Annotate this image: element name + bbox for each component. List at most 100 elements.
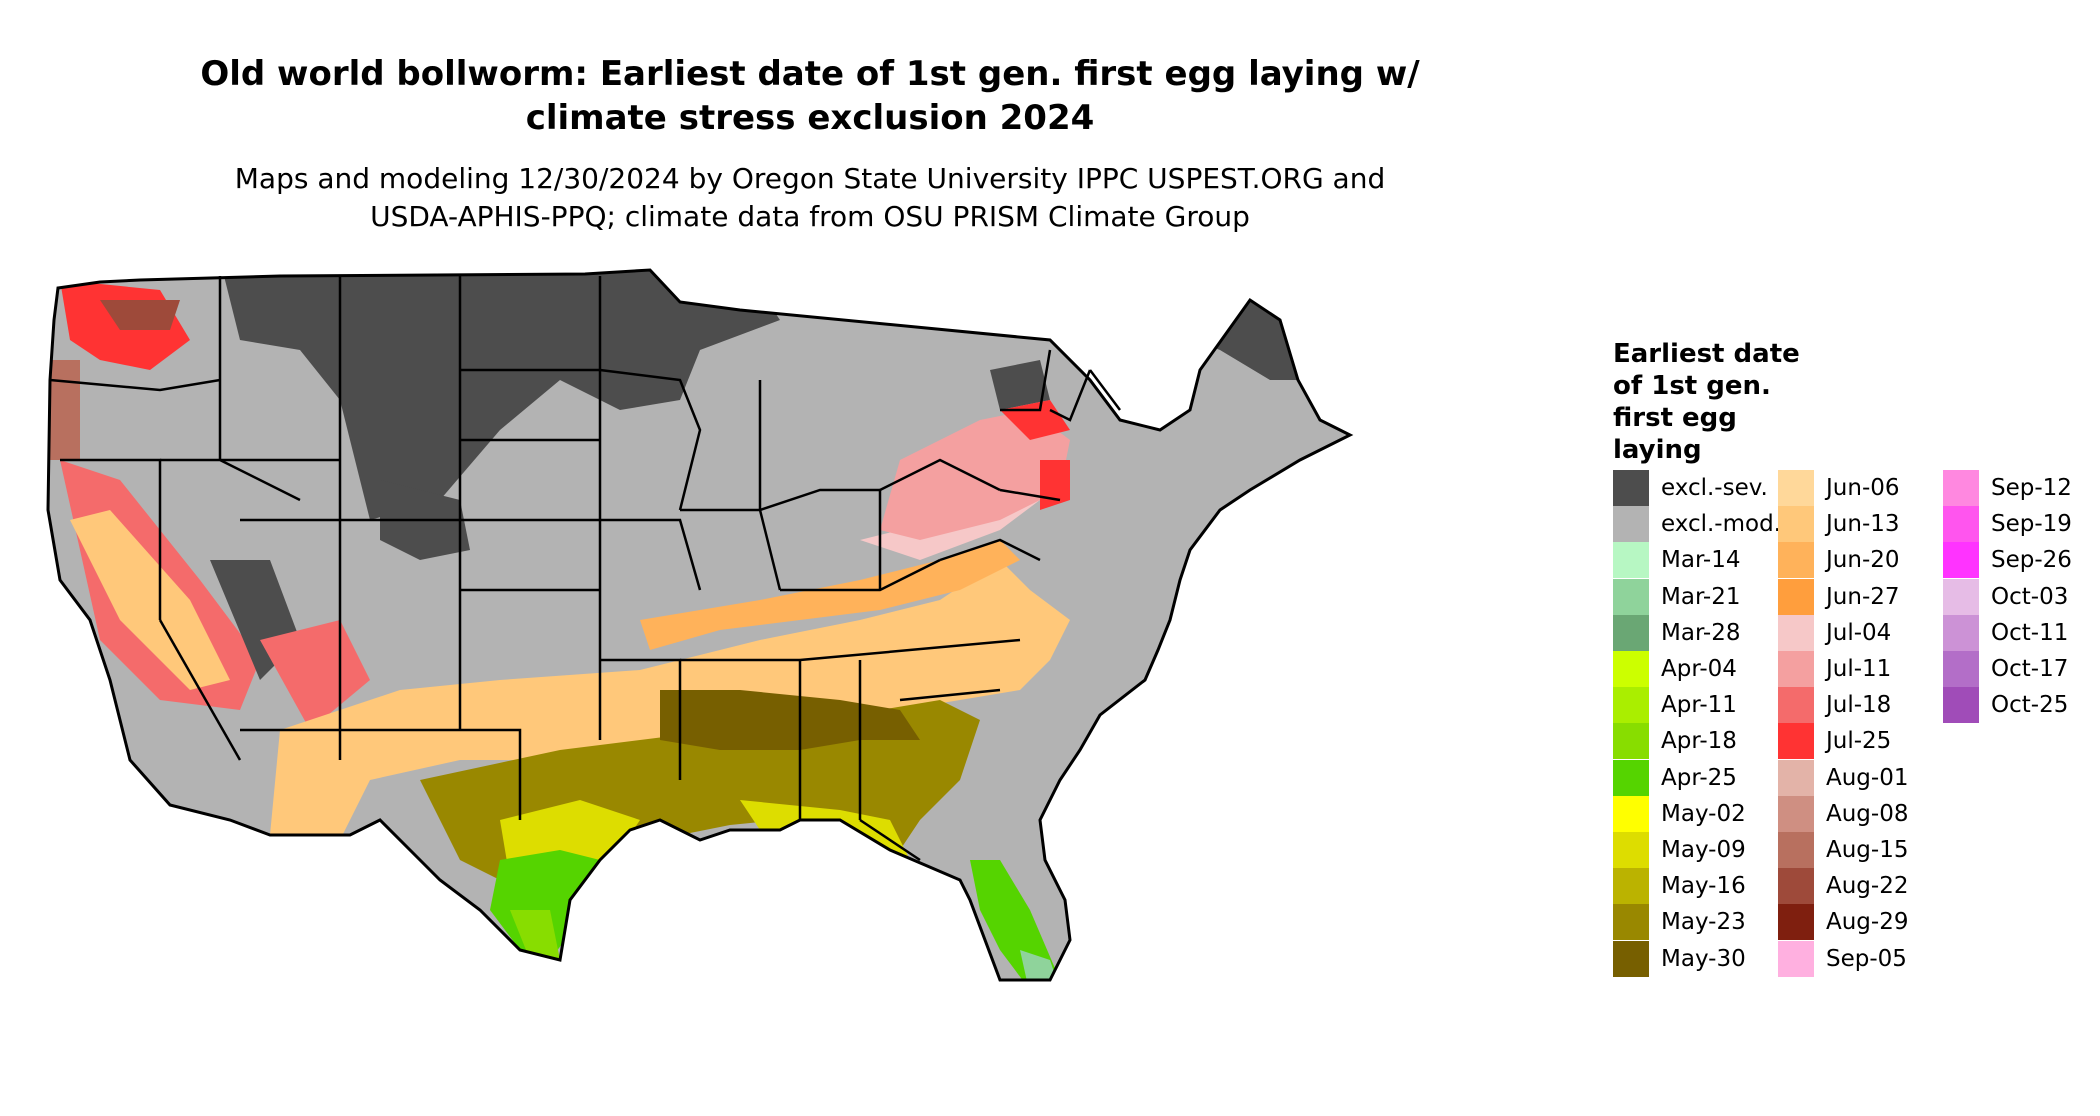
us-map xyxy=(46,268,1352,982)
legend-swatch xyxy=(1943,614,1979,651)
legend-item: Jul-25 xyxy=(1778,723,1891,760)
map-subtitle: Maps and modeling 12/30/2024 by Oregon S… xyxy=(60,160,1560,236)
legend-item: Apr-18 xyxy=(1613,723,1737,760)
legend-item: Apr-25 xyxy=(1613,759,1737,796)
legend-swatch xyxy=(1943,651,1979,687)
legend-label: Aug-01 xyxy=(1826,764,1909,791)
legend-item: Jun-27 xyxy=(1778,578,1900,615)
legend-item: Aug-08 xyxy=(1778,795,1908,832)
legend-swatch xyxy=(1613,940,1649,977)
legend-swatch xyxy=(1778,759,1814,796)
legend-swatch xyxy=(1613,687,1649,724)
legend-swatch xyxy=(1613,614,1649,651)
legend-swatch xyxy=(1613,578,1649,615)
legend-label: Sep-05 xyxy=(1826,945,1907,972)
legend-item: Jul-18 xyxy=(1778,687,1891,724)
legend-item: Oct-17 xyxy=(1943,651,2068,687)
legend-swatch xyxy=(1778,940,1814,977)
legend-swatch xyxy=(1943,542,1979,579)
legend-item: May-16 xyxy=(1613,868,1746,905)
legend-item: Oct-11 xyxy=(1943,614,2069,651)
legend-swatch xyxy=(1943,470,1979,506)
legend-swatch xyxy=(1613,868,1649,905)
map-title: Old world bollworm: Earliest date of 1st… xyxy=(60,52,1560,140)
legend-swatch xyxy=(1613,651,1649,687)
state-borders xyxy=(49,276,1121,862)
legend-item: Mar-14 xyxy=(1613,542,1741,579)
legend-label: May-09 xyxy=(1661,837,1746,863)
legend-title-line-4: laying xyxy=(1613,435,1702,465)
legend-item: Aug-15 xyxy=(1778,832,1908,868)
legend-swatch xyxy=(1613,759,1649,796)
legend-swatch xyxy=(1778,470,1814,506)
legend-label: Oct-03 xyxy=(1991,583,2069,610)
legend-label: Sep-12 xyxy=(1991,475,2072,501)
legend-swatch xyxy=(1778,506,1814,543)
legend-swatch xyxy=(1778,687,1814,724)
legend-label: Sep-19 xyxy=(1991,511,2072,538)
legend-swatch xyxy=(1778,723,1814,760)
legend-label: Mar-28 xyxy=(1661,619,1741,646)
legend-item: Oct-03 xyxy=(1943,578,2069,615)
legend-swatch xyxy=(1613,795,1649,832)
legend-item: Sep-05 xyxy=(1778,940,1907,977)
legend-label: Apr-25 xyxy=(1661,764,1737,791)
legend-item: Sep-19 xyxy=(1943,506,2072,543)
legend-swatch xyxy=(1943,506,1979,543)
legend-swatch xyxy=(1778,651,1814,687)
legend-label: Aug-15 xyxy=(1826,837,1909,863)
legend-label: Jun-20 xyxy=(1826,547,1900,574)
legend-label: Jun-13 xyxy=(1826,511,1900,538)
legend-item: Jun-20 xyxy=(1778,542,1900,579)
legend-label: Mar-14 xyxy=(1661,547,1741,574)
legend-title-line-2: of 1st gen. xyxy=(1613,371,1771,401)
legend-item: Jun-13 xyxy=(1778,506,1900,543)
legend-swatch xyxy=(1778,795,1814,832)
legend-item: Mar-21 xyxy=(1613,578,1741,615)
map-title-line-1: Old world bollworm: Earliest date of 1st… xyxy=(200,54,1420,94)
legend-swatch xyxy=(1613,506,1649,543)
legend-label: Aug-22 xyxy=(1826,873,1909,900)
legend-label: May-30 xyxy=(1661,945,1746,972)
legend-label: Jul-11 xyxy=(1826,656,1892,682)
legend-swatch xyxy=(1613,904,1649,941)
legend-swatch xyxy=(1778,832,1814,868)
legend-title-line-3: first egg xyxy=(1613,403,1737,433)
legend-swatch xyxy=(1778,542,1814,579)
legend-item: Jul-04 xyxy=(1778,614,1892,651)
legend-item: Aug-29 xyxy=(1778,904,1909,941)
legend-label: Apr-11 xyxy=(1661,692,1737,719)
legend-label: Oct-25 xyxy=(1991,692,2069,719)
legend-label: Mar-21 xyxy=(1661,583,1741,610)
legend-item: Aug-01 xyxy=(1778,759,1909,796)
legend-label: May-23 xyxy=(1661,909,1746,936)
legend-swatch xyxy=(1943,578,1979,615)
legend-swatch xyxy=(1778,578,1814,615)
legend: excl.-sev. excl.-mod. Mar-14 Mar-21 Mar-28 Ap… xyxy=(1613,470,2093,1030)
legend-swatch xyxy=(1778,614,1814,651)
legend-label: Oct-17 xyxy=(1991,656,2069,682)
legend-item: excl.-mod. xyxy=(1613,506,1781,543)
legend-label: Aug-29 xyxy=(1826,909,1909,936)
legend-item: Jul-11 xyxy=(1778,651,1891,687)
legend-swatch xyxy=(1943,687,1979,724)
legend-item: Apr-04 xyxy=(1613,651,1737,687)
legend-swatch xyxy=(1613,723,1649,760)
legend-label: Sep-26 xyxy=(1991,547,2072,574)
legend-label: excl.-mod. xyxy=(1661,511,1781,538)
legend-item: May-09 xyxy=(1613,832,1746,868)
legend-item: Sep-12 xyxy=(1943,470,2072,506)
legend-label: Jul-04 xyxy=(1826,619,1892,646)
map-title-line-2: climate stress exclusion 2024 xyxy=(525,98,1095,138)
legend-title: Earliest date of 1st gen. first egg layi… xyxy=(1613,338,1873,466)
legend-item: Oct-25 xyxy=(1943,687,2069,724)
legend-label: Apr-18 xyxy=(1661,728,1737,755)
legend-label: May-02 xyxy=(1661,800,1746,827)
legend-label: excl.-sev. xyxy=(1661,475,1768,501)
legend-swatch xyxy=(1613,832,1649,868)
map-subtitle-line-1: Maps and modeling 12/30/2024 by Oregon S… xyxy=(234,162,1386,195)
legend-swatch xyxy=(1778,904,1814,941)
legend-label: May-16 xyxy=(1661,873,1746,900)
legend-label: Oct-11 xyxy=(1991,619,2069,646)
legend-label: Jun-27 xyxy=(1826,583,1900,610)
